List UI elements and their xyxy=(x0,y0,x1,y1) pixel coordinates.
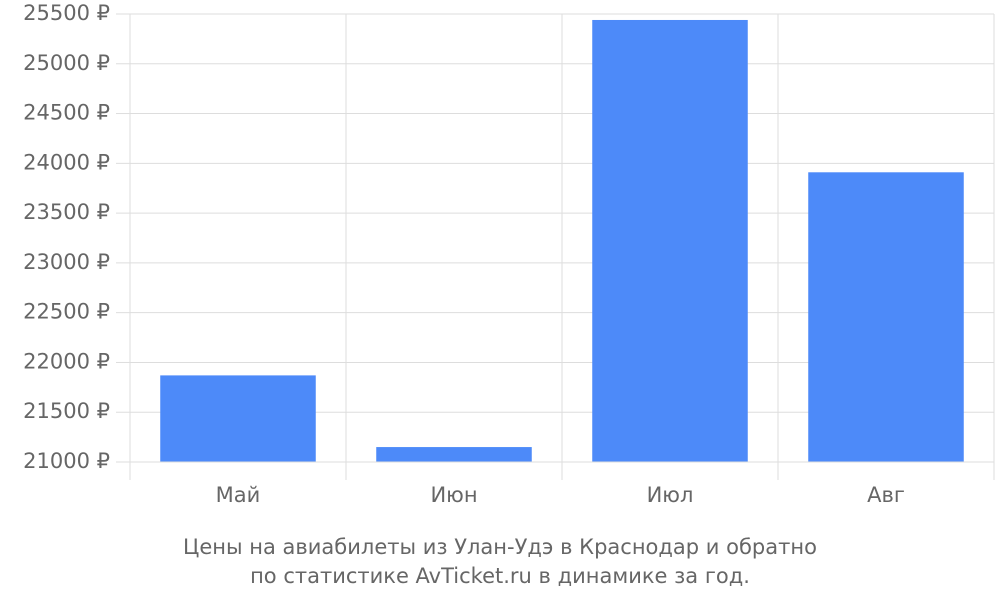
bar xyxy=(376,447,532,462)
y-tick-label: 21000 ₽ xyxy=(23,449,110,473)
y-tick-label: 24000 ₽ xyxy=(23,150,110,174)
y-tick-label: 25500 ₽ xyxy=(23,1,110,25)
bar xyxy=(592,19,748,463)
y-tick-label: 22000 ₽ xyxy=(23,349,110,373)
x-tick-label: Июн xyxy=(430,483,477,507)
y-tick-label: 22500 ₽ xyxy=(23,300,110,324)
y-tick-label: 25000 ₽ xyxy=(23,51,110,75)
x-tick-label: Авг xyxy=(867,483,905,507)
bar xyxy=(808,172,964,462)
x-tick-label: Июл xyxy=(647,483,694,507)
bar xyxy=(160,375,316,462)
y-tick-label: 23500 ₽ xyxy=(23,200,110,224)
y-tick-label: 23000 ₽ xyxy=(23,250,110,274)
y-tick-label: 24500 ₽ xyxy=(23,101,110,125)
y-tick-label: 21500 ₽ xyxy=(23,399,110,423)
x-tick-label: Май xyxy=(216,483,261,507)
chart-title: по статистике AvTicket.ru в динамике за … xyxy=(250,564,750,588)
chart-title: Цены на авиабилеты из Улан-Удэ в Краснод… xyxy=(183,535,817,559)
